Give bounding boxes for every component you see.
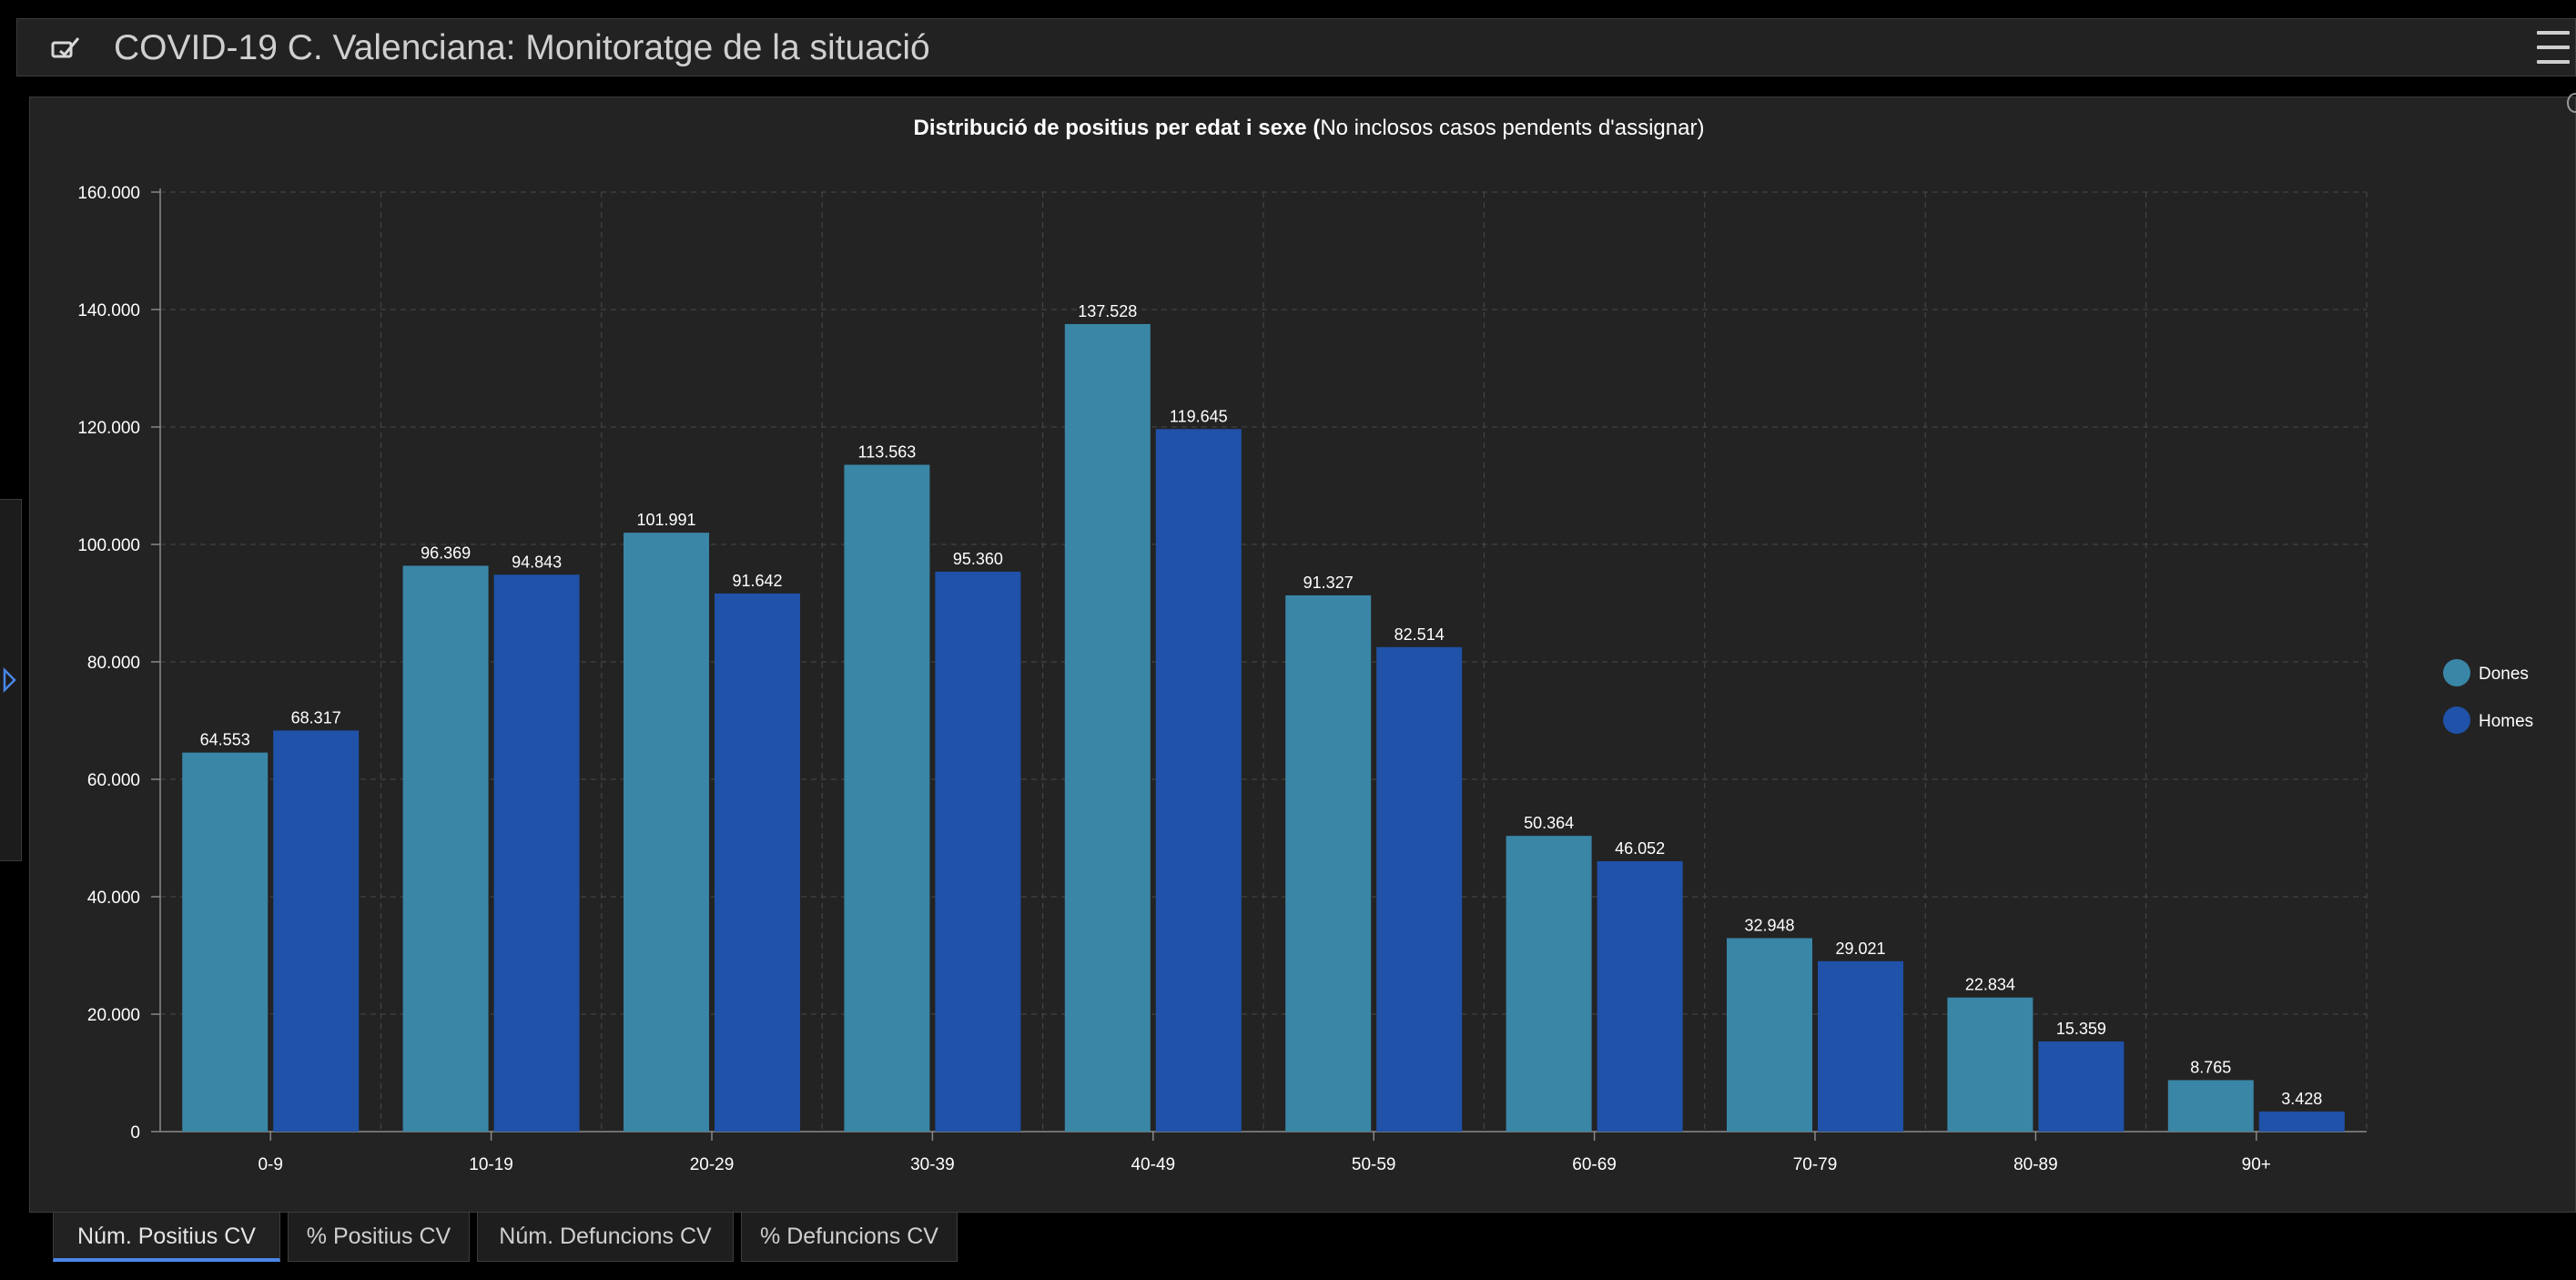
side-panel-toggle[interactable] bbox=[0, 499, 22, 861]
data-label: 82.514 bbox=[1394, 625, 1445, 644]
bar-dones-0-9[interactable] bbox=[182, 752, 269, 1132]
x-tick-label: 30-39 bbox=[910, 1155, 955, 1174]
data-label: 46.052 bbox=[1615, 839, 1665, 858]
bar-dones-60-69[interactable] bbox=[1506, 836, 1592, 1132]
data-label: 101.991 bbox=[636, 511, 695, 529]
data-label: 64.553 bbox=[200, 731, 250, 749]
data-label: 29.021 bbox=[1835, 940, 1885, 958]
tab-3[interactable]: Núm. Defuncions CV bbox=[477, 1213, 734, 1262]
y-tick-label: 160.000 bbox=[77, 184, 140, 203]
bar-chart: Distribució de positius per edat i sexe … bbox=[77, 116, 2533, 1174]
bar-homes-90+[interactable] bbox=[2258, 1111, 2345, 1132]
grid bbox=[159, 191, 2368, 1132]
x-tick-label: 0-9 bbox=[258, 1155, 282, 1174]
bar-homes-10-19[interactable] bbox=[493, 574, 580, 1132]
chart-subtitle: No inclosos casos pendents d'assignar) bbox=[1320, 116, 1704, 140]
data-label: 95.360 bbox=[953, 550, 1003, 568]
bar-dones-30-39[interactable] bbox=[844, 464, 930, 1132]
tab-4[interactable]: % Defuncions CV bbox=[741, 1213, 958, 1262]
bar-dones-80-89[interactable] bbox=[1947, 997, 2033, 1132]
app-header: COVID-19 C. Valenciana: Monitoratge de l… bbox=[16, 18, 2576, 76]
x-tick-label: 40-49 bbox=[1131, 1155, 1175, 1174]
bar-homes-60-69[interactable] bbox=[1597, 860, 1683, 1132]
tab-2[interactable]: % Positius CV bbox=[288, 1213, 470, 1262]
data-label: 91.642 bbox=[732, 572, 782, 590]
data-label: 96.369 bbox=[421, 543, 471, 562]
bar-homes-30-39[interactable] bbox=[935, 571, 1021, 1132]
x-tick-label: 80-89 bbox=[2013, 1155, 2058, 1174]
bar-homes-0-9[interactable] bbox=[273, 730, 360, 1132]
menu-icon[interactable] bbox=[2537, 31, 2570, 66]
bar-homes-70-79[interactable] bbox=[1818, 960, 1903, 1132]
legend: Dones Homes bbox=[2443, 659, 2533, 734]
legend-label-dones[interactable]: Dones bbox=[2479, 665, 2529, 684]
x-tick-label: 10-19 bbox=[469, 1155, 513, 1174]
expand-arrow-icon bbox=[3, 666, 16, 694]
bar-homes-40-49[interactable] bbox=[1155, 429, 1242, 1132]
y-tick-label: 20.000 bbox=[87, 1006, 140, 1025]
y-tick-label: 60.000 bbox=[87, 771, 140, 790]
x-tick-label: 90+ bbox=[2242, 1155, 2271, 1174]
data-label: 94.843 bbox=[512, 553, 562, 571]
bar-homes-80-89[interactable] bbox=[2038, 1041, 2125, 1132]
data-label: 119.645 bbox=[1170, 407, 1228, 425]
bar-dones-40-49[interactable] bbox=[1064, 323, 1151, 1132]
bars bbox=[182, 323, 2345, 1132]
y-tick-label: 140.000 bbox=[77, 301, 140, 320]
legend-swatch-dones[interactable] bbox=[2443, 659, 2470, 686]
tab-1[interactable]: Núm. Positius CV bbox=[53, 1213, 280, 1262]
y-tick-label: 0 bbox=[130, 1123, 140, 1143]
bar-homes-20-29[interactable] bbox=[715, 593, 800, 1132]
info-icon[interactable] bbox=[2567, 93, 2576, 113]
chart-title-main: Distribució de positius per edat i sexe … bbox=[914, 116, 1321, 140]
bar-dones-50-59[interactable] bbox=[1285, 594, 1372, 1132]
data-label: 15.359 bbox=[2056, 1020, 2106, 1038]
bar-dones-90+[interactable] bbox=[2167, 1080, 2254, 1132]
data-label: 32.948 bbox=[1744, 916, 1794, 934]
page-title: COVID-19 C. Valenciana: Monitoratge de l… bbox=[114, 28, 930, 67]
legend-label-homes[interactable]: Homes bbox=[2479, 712, 2533, 731]
bar-dones-70-79[interactable] bbox=[1727, 938, 1812, 1132]
y-tick-label: 40.000 bbox=[87, 889, 140, 908]
data-labels: 64.553 68.317 96.369 94.843 101.991 91.642 113… bbox=[200, 302, 2323, 1108]
legend-swatch-homes[interactable] bbox=[2443, 706, 2470, 734]
x-tick-label: 50-59 bbox=[1352, 1155, 1396, 1174]
bar-homes-50-59[interactable] bbox=[1376, 646, 1463, 1132]
data-label: 113.563 bbox=[858, 443, 917, 462]
data-label: 3.428 bbox=[2281, 1090, 2322, 1108]
data-label: 91.327 bbox=[1303, 574, 1354, 592]
bar-dones-20-29[interactable] bbox=[624, 533, 709, 1132]
y-tick-label: 100.000 bbox=[77, 536, 140, 555]
chart-title: Distribució de positius per edat i sexe … bbox=[914, 116, 1705, 140]
data-label: 50.364 bbox=[1524, 814, 1574, 832]
bar-dones-10-19[interactable] bbox=[402, 565, 489, 1132]
data-label: 8.765 bbox=[2190, 1058, 2231, 1076]
x-tick-label: 60-69 bbox=[1572, 1155, 1617, 1174]
x-tick-label: 70-79 bbox=[1793, 1155, 1838, 1174]
y-tick-label: 80.000 bbox=[87, 654, 140, 673]
data-label: 68.317 bbox=[291, 708, 341, 726]
y-tick-label: 120.000 bbox=[77, 419, 140, 438]
x-tick-label: 20-29 bbox=[690, 1155, 735, 1174]
data-label: 137.528 bbox=[1078, 302, 1137, 320]
data-label: 22.834 bbox=[1965, 976, 2015, 994]
axes: 0 20.000 40.000 60.000 80.000 100.000 120.000 1… bbox=[77, 184, 2367, 1174]
logo-icon bbox=[51, 37, 80, 58]
